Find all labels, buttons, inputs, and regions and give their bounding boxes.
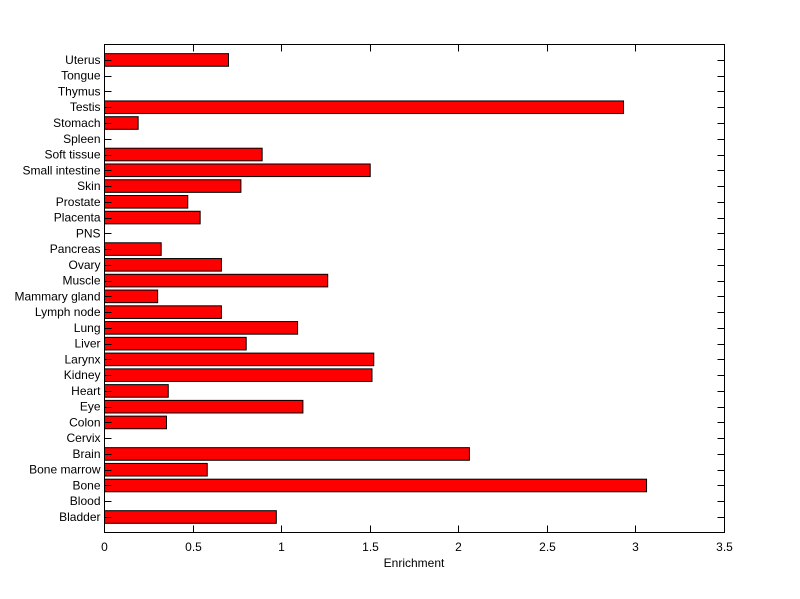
y-tick-label: Liver bbox=[74, 337, 100, 351]
bar-kidney bbox=[104, 368, 373, 382]
bar-muscle bbox=[104, 273, 329, 288]
ticks bbox=[104, 44, 725, 533]
y-tick-label: Tongue bbox=[61, 69, 101, 83]
bar-placenta bbox=[104, 210, 201, 225]
bar-ovary bbox=[104, 258, 222, 272]
y-tick-label: Mammary gland bbox=[14, 289, 100, 303]
y-tick-label: Pancreas bbox=[50, 242, 101, 256]
y-tick-label: Eye bbox=[80, 400, 101, 414]
y-tick-label: PNS bbox=[76, 226, 101, 240]
bar-pancreas bbox=[104, 242, 162, 256]
y-tick-label: Bone bbox=[72, 478, 100, 492]
bar-colon bbox=[104, 415, 167, 430]
bar-liver bbox=[104, 336, 247, 351]
x-tick-labels: 0 0.5 1 1.5 2 2.5 3 3.5 bbox=[101, 540, 733, 554]
y-tick-label: Lymph node bbox=[35, 305, 101, 319]
y-tick-label: Soft tissue bbox=[44, 148, 100, 162]
y-tick-label: Thymus bbox=[58, 84, 101, 98]
y-tick-label: Small intestine bbox=[22, 163, 100, 177]
y-tick-label: Brain bbox=[72, 447, 100, 461]
x-tick-label: 2 bbox=[455, 540, 462, 554]
bars bbox=[104, 53, 648, 524]
y-tick-label: Colon bbox=[69, 415, 100, 429]
y-tick-label: Placenta bbox=[54, 211, 101, 225]
bar-testis bbox=[104, 100, 625, 115]
y-tick-label: Ovary bbox=[68, 258, 100, 272]
bar-bladder bbox=[104, 510, 277, 524]
plot-frame bbox=[104, 44, 725, 533]
bar-heart bbox=[104, 384, 169, 398]
y-tick-label: Spleen bbox=[63, 132, 100, 146]
x-tick-label: 2.5 bbox=[539, 540, 556, 554]
bar-lung bbox=[104, 321, 299, 335]
bar-brain bbox=[104, 447, 470, 461]
bar-bone bbox=[104, 478, 648, 493]
y-tick-label: Larynx bbox=[64, 352, 100, 366]
x-axis-label: Enrichment bbox=[384, 556, 445, 570]
x-tick-label: 1.5 bbox=[362, 540, 379, 554]
bar-prostate bbox=[104, 195, 189, 209]
x-tick-label: 3.5 bbox=[716, 540, 733, 554]
y-tick-label: Lung bbox=[74, 321, 101, 335]
x-tick-label: 3 bbox=[632, 540, 639, 554]
bar-mammary-gland bbox=[104, 289, 159, 304]
y-tick-label: Prostate bbox=[56, 195, 101, 209]
y-tick-label: Cervix bbox=[66, 431, 100, 445]
y-tick-label: Muscle bbox=[62, 274, 100, 288]
y-tick-label: Blood bbox=[70, 494, 101, 508]
bar-uterus bbox=[104, 53, 229, 67]
bar-small-intestine bbox=[104, 163, 371, 178]
x-tick-label: 0 bbox=[101, 540, 108, 554]
y-tick-label: Bladder bbox=[59, 510, 100, 524]
y-tick-label: Uterus bbox=[65, 53, 100, 67]
bar-bone-marrow bbox=[104, 462, 208, 477]
y-tick-label: Skin bbox=[77, 179, 100, 193]
x-tick-label: 0.5 bbox=[185, 540, 202, 554]
y-tick-label: Kidney bbox=[64, 368, 101, 382]
bar-lymph-node bbox=[104, 305, 222, 319]
y-tick-label: Heart bbox=[71, 384, 101, 398]
bar-eye bbox=[104, 399, 304, 414]
bar-skin bbox=[104, 179, 242, 193]
bar-larynx bbox=[104, 352, 375, 367]
bar-soft-tissue bbox=[104, 147, 263, 162]
y-tick-label: Stomach bbox=[53, 116, 100, 130]
x-tick-label: 1 bbox=[278, 540, 285, 554]
y-tick-label: Bone marrow bbox=[29, 463, 101, 477]
y-tick-label: Testis bbox=[70, 100, 101, 114]
